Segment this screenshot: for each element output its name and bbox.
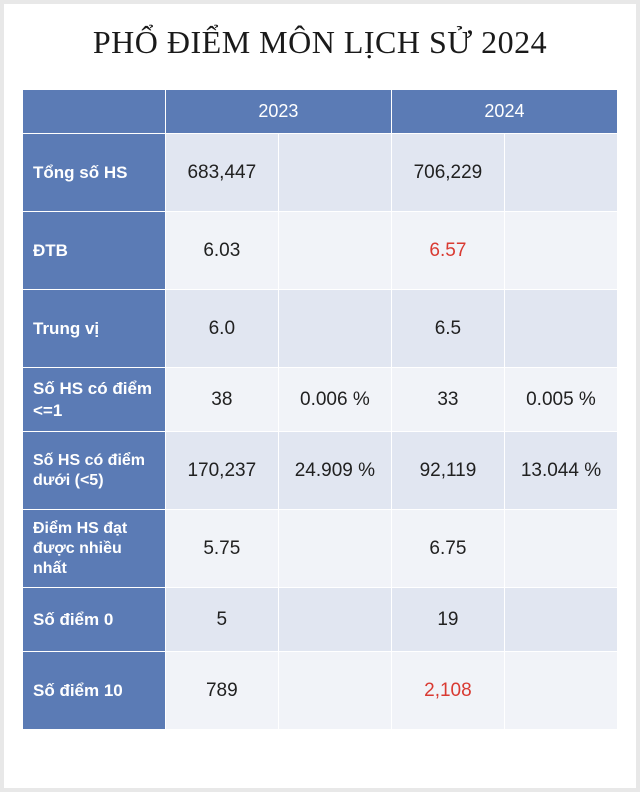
row-label: Số điểm 0 [23,588,166,652]
cell-value: 19 [391,588,504,652]
row-label: Điểm HS đạt được nhiều nhất [23,510,166,588]
cell-value: 789 [165,652,278,730]
cell-value [504,588,617,652]
row-label: ĐTB [23,212,166,290]
cell-value [278,652,391,730]
header-row: 2023 2024 [23,90,618,134]
cell-value: 2,108 [391,652,504,730]
cell-value [504,134,617,212]
cell-value: 6.75 [391,510,504,588]
cell-value [278,134,391,212]
header-corner [23,90,166,134]
table-row: Số HS có điểm <=1380.006 %330.005 % [23,368,618,432]
table-body: Tổng số HS683,447706,229ĐTB6.036.57Trung… [23,134,618,730]
cell-value [504,290,617,368]
cell-value [504,212,617,290]
table-row: Số HS có điểm dưới (<5)170,23724.909 %92… [23,432,618,510]
cell-value: 24.909 % [278,432,391,510]
row-label: Số HS có điểm dưới (<5) [23,432,166,510]
table-row: ĐTB6.03 6.57 [23,212,618,290]
cell-value: 33 [391,368,504,432]
row-label: Số HS có điểm <=1 [23,368,166,432]
cell-value [278,510,391,588]
cell-value: 706,229 [391,134,504,212]
cell-value [504,652,617,730]
cell-value: 683,447 [165,134,278,212]
page: PHỔ ĐIỂM MÔN LỊCH SỬ 2024 2023 2024 Tổng… [4,4,636,788]
header-year-2023: 2023 [165,90,391,134]
cell-value: 13.044 % [504,432,617,510]
table-row: Tổng số HS683,447 706,229 [23,134,618,212]
cell-value: 6.03 [165,212,278,290]
header-year-2024: 2024 [391,90,617,134]
cell-value [504,510,617,588]
cell-value [278,588,391,652]
cell-value: 170,237 [165,432,278,510]
cell-value [278,290,391,368]
table-row: Số điểm 10789 2,108 [23,652,618,730]
cell-value: 92,119 [391,432,504,510]
cell-value: 0.006 % [278,368,391,432]
row-label: Số điểm 10 [23,652,166,730]
cell-value: 5.75 [165,510,278,588]
cell-value: 6.5 [391,290,504,368]
page-title: PHỔ ĐIỂM MÔN LỊCH SỬ 2024 [22,24,618,61]
cell-value: 0.005 % [504,368,617,432]
score-table: 2023 2024 Tổng số HS683,447706,229ĐTB6.0… [22,89,618,730]
row-label: Tổng số HS [23,134,166,212]
row-label: Trung vị [23,290,166,368]
cell-value: 6.57 [391,212,504,290]
cell-value: 38 [165,368,278,432]
cell-value [278,212,391,290]
cell-value: 6.0 [165,290,278,368]
cell-value: 5 [165,588,278,652]
table-row: Số điểm 05 19 [23,588,618,652]
table-row: Trung vị6.0 6.5 [23,290,618,368]
table-row: Điểm HS đạt được nhiều nhất5.75 6.75 [23,510,618,588]
